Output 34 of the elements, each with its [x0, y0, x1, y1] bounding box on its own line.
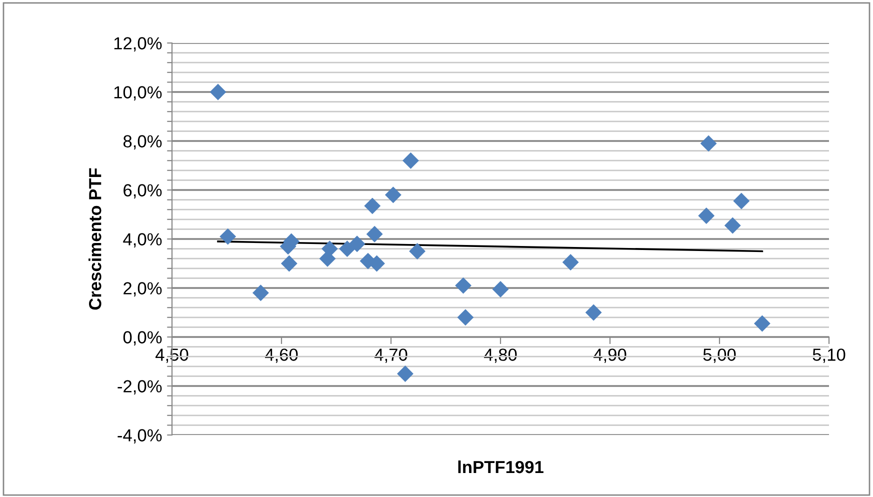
point [585, 304, 602, 321]
point [384, 186, 402, 204]
y-tick-label: 4,0% [123, 233, 162, 248]
point [210, 84, 226, 100]
x-axis-title: lnPTF1991 [458, 460, 544, 474]
point [700, 135, 717, 152]
point [492, 281, 509, 298]
y-tick-label: 0,0% [123, 331, 162, 346]
point [366, 226, 383, 242]
point [409, 243, 426, 260]
y-tick-label: -4,0% [118, 429, 162, 444]
x-tick-label: 5,10 [812, 348, 846, 363]
point [724, 217, 741, 234]
y-tick-label: 10,0% [114, 86, 162, 101]
y-tick-label: 6,0% [124, 184, 162, 199]
point [562, 254, 579, 270]
point [698, 208, 715, 224]
point [220, 228, 236, 245]
point [733, 192, 750, 210]
point [457, 309, 474, 326]
y-tick-label: 8,0% [123, 135, 162, 150]
point [754, 315, 770, 332]
y-tick-label: 2,0% [124, 282, 162, 297]
point [280, 255, 298, 272]
point [348, 236, 366, 252]
y-tick-label: 12,0% [114, 37, 162, 52]
point [397, 366, 414, 382]
point [455, 277, 472, 294]
y-axis-title: Crescimento PTF [88, 168, 102, 310]
point [402, 152, 419, 169]
point [252, 284, 269, 302]
point [338, 240, 356, 258]
y-tick-label: -2,0% [118, 380, 162, 395]
point [364, 198, 381, 214]
